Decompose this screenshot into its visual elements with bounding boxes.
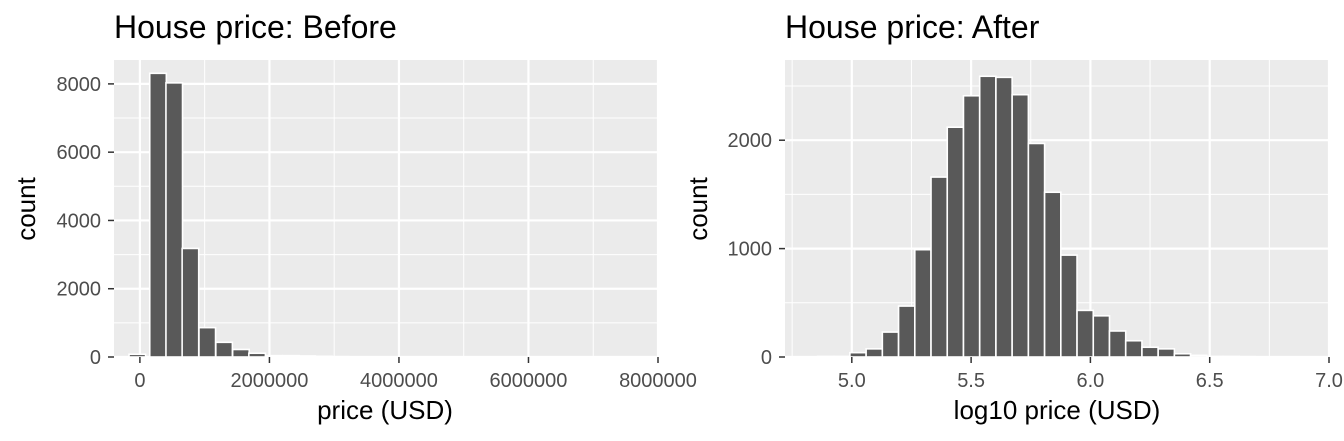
x-tick-label: 0 (134, 370, 145, 392)
histogram-bar (913, 248, 932, 358)
histogram-bar (1173, 352, 1192, 358)
histogram-bar (148, 72, 168, 358)
histogram-bar (181, 247, 200, 358)
x-tick-label: 7.0 (1315, 370, 1343, 392)
y-tick-label: 6000 (57, 142, 102, 164)
y-tick-label: 2000 (57, 279, 102, 301)
histogram-bar (946, 126, 965, 358)
histogram-bar (297, 355, 317, 358)
y-tick-label: 2000 (728, 130, 773, 152)
histogram-bar (816, 355, 835, 358)
histogram-bar (1092, 315, 1111, 358)
histogram-bar (881, 331, 900, 358)
histogram-bar (1141, 346, 1159, 358)
histogram-bar (833, 355, 852, 358)
x-tick-label: 6000000 (490, 370, 568, 392)
y-axis-ticks: 0 1000 2000 (728, 130, 785, 369)
histogram-bar (1108, 330, 1127, 358)
histogram-bar (1076, 309, 1095, 358)
histogram-bar (995, 76, 1013, 358)
histogram-bar (865, 348, 884, 358)
chart-after: House price: After 5.0 5.5 6.0 6.5 7.0 0 1000… (683, 9, 1343, 425)
x-axis-title: log10 price (USD) (954, 395, 1161, 425)
histogram-bar (198, 326, 217, 358)
x-tick-label: 6.5 (1196, 370, 1224, 392)
histogram-bar (281, 354, 300, 358)
chart-title: House price: After (785, 9, 1040, 45)
histogram-bar (849, 351, 867, 358)
histogram-bar (215, 341, 234, 358)
chart-title: House price: Before (114, 9, 397, 45)
histogram-bar (1011, 93, 1030, 358)
x-tick-label: 4000000 (360, 370, 438, 392)
y-tick-label: 1000 (728, 239, 773, 261)
histogram-bar (264, 354, 284, 358)
y-tick-label: 4000 (57, 210, 102, 232)
histogram-bar (930, 176, 949, 358)
chart-before: House price: Before 0 2000000 4000000 60000… (11, 9, 697, 425)
y-axis-title: count (11, 176, 41, 240)
histogram-bar (962, 94, 981, 358)
y-axis-ticks: 0 2000 4000 6000 8000 (57, 74, 114, 369)
histogram-bar (1043, 191, 1062, 358)
x-tick-label: 8000000 (619, 370, 697, 392)
y-tick-label: 8000 (57, 74, 102, 96)
histogram-bar (897, 305, 916, 358)
histogram-bar (1027, 142, 1046, 358)
x-axis-ticks: 0 2000000 4000000 6000000 8000000 (134, 357, 697, 392)
histogram-bar (165, 82, 184, 358)
histogram-bar (1124, 339, 1143, 358)
histogram-bar (314, 355, 333, 358)
histogram-bars (128, 72, 649, 358)
histogram-bars (816, 75, 1305, 358)
histogram-bar (978, 75, 997, 358)
histogram-bar (1157, 348, 1176, 358)
x-axis-title: price (USD) (317, 395, 453, 425)
y-axis-title: count (683, 176, 713, 240)
x-tick-label: 5.5 (957, 370, 985, 392)
x-tick-label: 2000000 (230, 370, 308, 392)
x-tick-label: 6.0 (1076, 370, 1104, 392)
histogram-bar (248, 352, 267, 358)
histogram-bar (231, 348, 251, 358)
histogram-bar (1222, 355, 1241, 358)
histogram-bar (128, 353, 147, 358)
y-tick-label: 0 (90, 347, 101, 369)
x-tick-label: 5.0 (838, 370, 866, 392)
histogram-bar (1189, 354, 1208, 358)
x-axis-ticks: 5.0 5.5 6.0 6.5 7.0 (838, 357, 1343, 392)
histogram-bar (1060, 254, 1078, 358)
y-tick-label: 0 (761, 347, 772, 369)
histogram-bar (1206, 355, 1224, 358)
